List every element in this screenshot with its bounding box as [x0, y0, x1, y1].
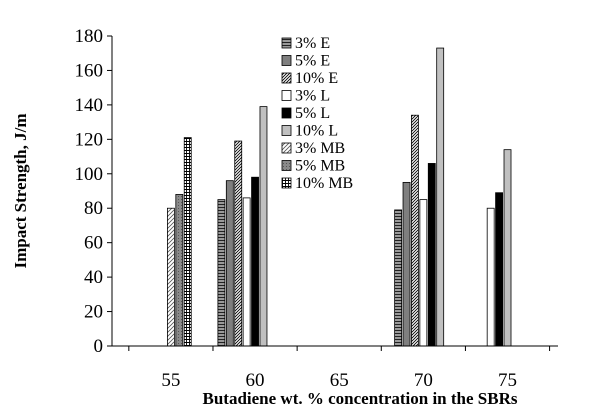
y-axis-title: Impact Strength, J/m [11, 113, 30, 268]
y-tick-label: 100 [75, 164, 104, 185]
bar-3-l-0 [242, 197, 251, 347]
y-tick-label: 40 [84, 267, 103, 288]
bar-10-l-2 [503, 149, 512, 347]
legend-label: 5% E [295, 53, 330, 70]
legend-label: 5% L [295, 105, 330, 122]
legend-swatch [281, 177, 292, 189]
legend-label: 10% E [295, 70, 338, 87]
y-axis-ticks: 0 20 40 60 80 100 120 140 160 180 [75, 26, 112, 357]
y-tick-label: 0 [94, 336, 104, 357]
bar-3-e-0 [217, 199, 226, 347]
bar-5-l-2 [495, 192, 503, 347]
bar-5-e-0 [225, 180, 234, 347]
x-axis-ticks: 55 60 65 70 75 [128, 346, 551, 391]
legend-label: 3% L [295, 88, 330, 105]
x-tick-label: 55 [161, 370, 180, 391]
bar-10-l-1 [436, 47, 445, 347]
bar-5-mb-0 [175, 194, 184, 347]
legend-swatch [281, 160, 292, 171]
legend-swatch [281, 107, 292, 119]
legend-swatch [281, 72, 292, 84]
bar-5-l-1 [427, 163, 436, 347]
x-axis-title: Butadiene wt. % concentration in the SBR… [203, 389, 518, 408]
bar-10-mb-0 [183, 137, 192, 347]
legend-label: 10% MB [295, 175, 353, 192]
y-tick-label: 160 [75, 60, 104, 81]
bars-layer [167, 47, 512, 347]
x-tick-label: 60 [246, 370, 265, 391]
y-tick-label: 140 [75, 95, 104, 116]
legend: 3% E5% E10% E3% L5% L10% L3% MB5% MB10% … [281, 35, 353, 192]
legend-swatch [281, 37, 292, 49]
x-tick-label: 75 [498, 370, 517, 391]
bar-3-e-1 [394, 209, 403, 347]
y-tick-label: 60 [84, 233, 103, 254]
bar-10-e-0 [234, 140, 243, 347]
bar-3-l-1 [419, 199, 428, 347]
legend-label: 3% E [295, 35, 330, 52]
bar-3-mb-0 [167, 207, 175, 347]
legend-swatch [281, 55, 292, 66]
y-tick-label: 180 [75, 26, 104, 47]
bar-10-l-0 [259, 106, 268, 347]
legend-swatch [281, 142, 292, 154]
y-tick-label: 80 [84, 198, 103, 219]
x-tick-label: 70 [414, 370, 433, 391]
x-tick-label: 65 [330, 370, 349, 391]
bar-3-l-2 [486, 207, 495, 347]
legend-label: 5% MB [295, 158, 345, 175]
bar-10-e-1 [411, 114, 419, 347]
bar-5-e-1 [402, 181, 411, 347]
legend-label: 10% L [295, 123, 338, 140]
bar-5-l-0 [251, 176, 259, 347]
legend-swatch [281, 90, 292, 101]
y-tick-label: 20 [84, 302, 103, 323]
legend-label: 3% MB [295, 140, 345, 157]
legend-swatch [281, 125, 292, 136]
y-tick-label: 120 [75, 129, 104, 150]
